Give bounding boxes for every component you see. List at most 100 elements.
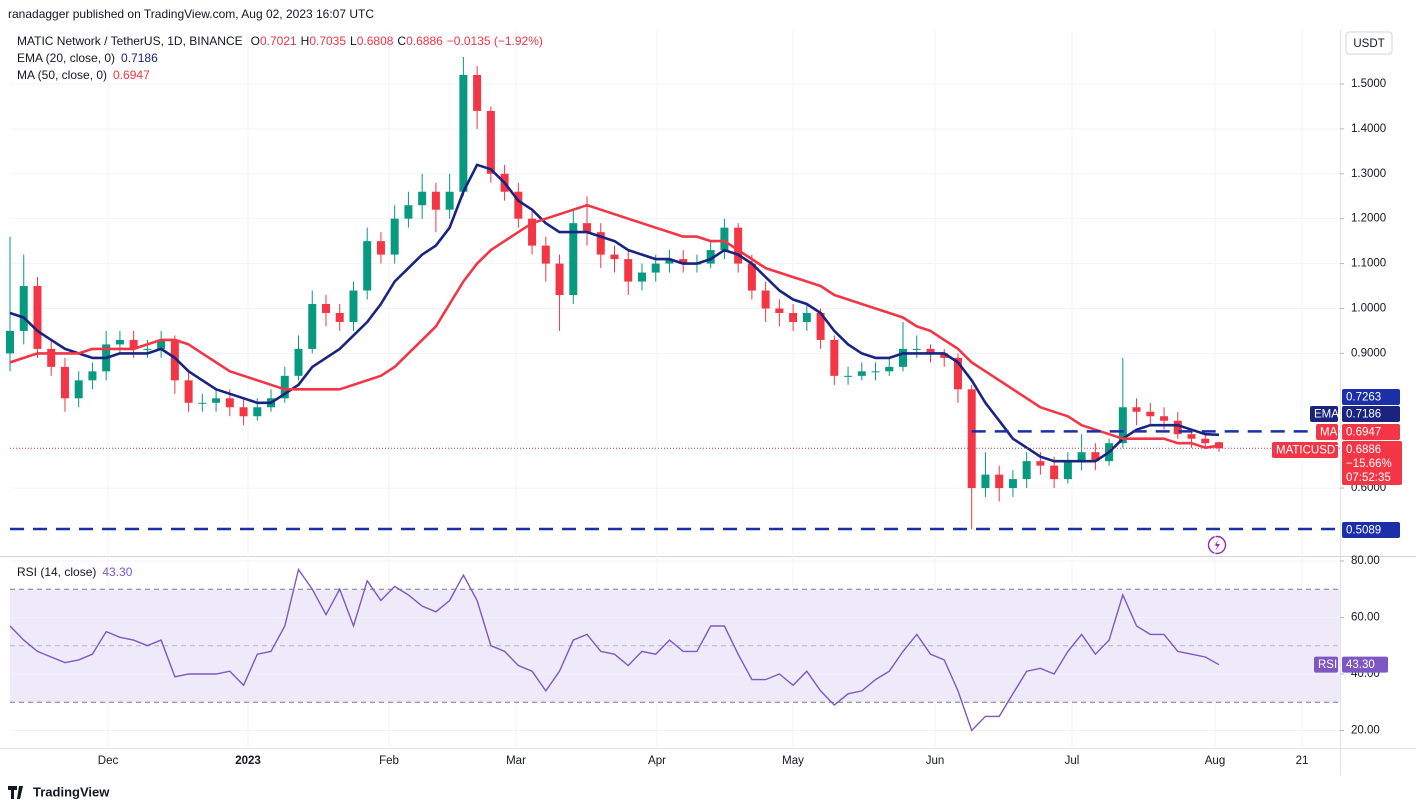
candle-body (789, 312, 798, 322)
rsi-value: 43.30 (102, 565, 132, 579)
candle-body (404, 205, 413, 219)
level-label: 0.5089 (1346, 525, 1381, 537)
rsi-value-box (1342, 656, 1388, 673)
flash-circle (1207, 535, 1227, 555)
candle-body (912, 348, 921, 350)
ohlc-value: 0.6808 (357, 34, 394, 48)
published-note: ranadagger published on TradingView.com,… (8, 7, 374, 21)
candle-body (541, 245, 550, 264)
y-tick-label: 1.0000 (1351, 303, 1386, 315)
indicator-value: 0.6947 (113, 68, 150, 82)
candle-body (1063, 461, 1072, 480)
ohlc-letter: C (397, 34, 406, 48)
candle-body (198, 402, 207, 404)
candle-body (953, 357, 962, 390)
ma-tag-box (1316, 424, 1338, 440)
candle-body (170, 339, 179, 381)
ohlc-value: 0.7035 (309, 34, 346, 48)
currency: USDT (1353, 38, 1384, 50)
candle-body (1215, 442, 1223, 449)
moving-average-line (9, 203, 1220, 449)
time-label: Mar (506, 755, 526, 767)
countdown: 07:52:35 (1346, 472, 1391, 484)
brand-logo (8, 786, 23, 799)
candle-body (308, 303, 317, 349)
candle-body (651, 263, 660, 273)
y-tick-label: 1.4000 (1351, 123, 1386, 135)
time-label: Jul (1065, 755, 1080, 767)
candle-body (1077, 452, 1086, 462)
candle-body (321, 303, 330, 313)
candle-body (1132, 407, 1141, 412)
candle-body (555, 263, 564, 296)
candle-body (473, 74, 482, 111)
candle-body (1050, 465, 1059, 480)
candle-body (981, 474, 990, 489)
candle-body (885, 366, 894, 372)
brand-name: TradingView (33, 784, 110, 799)
candle-body (802, 312, 811, 322)
y-tick-label: 1.3000 (1351, 168, 1386, 180)
indicator-value: 0.7186 (121, 51, 158, 65)
candle-body (349, 290, 358, 322)
candle-body (294, 348, 303, 376)
candle-body (1008, 479, 1017, 489)
candle-body (157, 339, 166, 349)
candle-body (940, 353, 949, 358)
candle-body (212, 398, 221, 403)
candle-body (857, 371, 866, 376)
candle-body (280, 375, 289, 399)
candle-body (418, 191, 427, 206)
candle-body (514, 191, 523, 219)
candle-body (47, 348, 56, 367)
candle-body (363, 241, 372, 291)
candle-body (816, 312, 825, 340)
candle-body (459, 74, 468, 192)
candle-body (569, 223, 578, 296)
indicator-legend: MA (50, close, 0) 0.6947 (17, 68, 150, 82)
candle-body (1118, 407, 1127, 444)
change-percent: −15.66% (1346, 458, 1392, 470)
candle-body (143, 348, 152, 350)
candle-body (610, 254, 619, 260)
rsi-line (9, 567, 1220, 732)
time-label: 2023 (235, 755, 261, 767)
time-label: Aug (1205, 755, 1225, 767)
last-price: 0.6886 (1346, 444, 1381, 456)
candle-body (1036, 461, 1045, 466)
rsi-title: RSI (14, close) (17, 565, 96, 579)
ma-tag: MA (1320, 427, 1338, 439)
candle-body (225, 398, 234, 408)
candle-body (33, 286, 42, 349)
candle-body (431, 191, 440, 210)
candle-body (899, 348, 908, 367)
time-label: 21 (1296, 755, 1309, 767)
candle-body (239, 407, 248, 417)
currency-button[interactable] (1345, 31, 1393, 55)
candle-body (679, 259, 688, 264)
ema-value-box (1342, 406, 1400, 422)
candle-body (19, 286, 28, 331)
y-tick-label: 80.00 (1351, 555, 1380, 567)
time-label: May (782, 755, 804, 767)
candle-body (1160, 416, 1169, 421)
candle-body (1146, 411, 1155, 417)
price-box (1342, 441, 1402, 485)
candle-body (967, 389, 976, 489)
ma-value-box (1342, 424, 1400, 440)
candle-body (528, 218, 537, 246)
candle-body (871, 371, 880, 373)
time-label: Jun (926, 755, 945, 767)
candle-body (1201, 438, 1210, 444)
candle-body (844, 375, 853, 377)
candle-body (775, 308, 784, 313)
y-tick-label: 1.2000 (1351, 213, 1386, 225)
candle-body (1022, 461, 1031, 480)
time-label: Feb (379, 755, 399, 767)
symbol-legend: MATIC Network / TetherUS, 1D, BINANCE O0.… (17, 34, 543, 48)
candle-body (88, 371, 97, 381)
y-tick-label: 1.1000 (1351, 258, 1386, 270)
flash-icon[interactable] (1207, 535, 1227, 555)
y-tick-label: 20.00 (1351, 725, 1380, 737)
